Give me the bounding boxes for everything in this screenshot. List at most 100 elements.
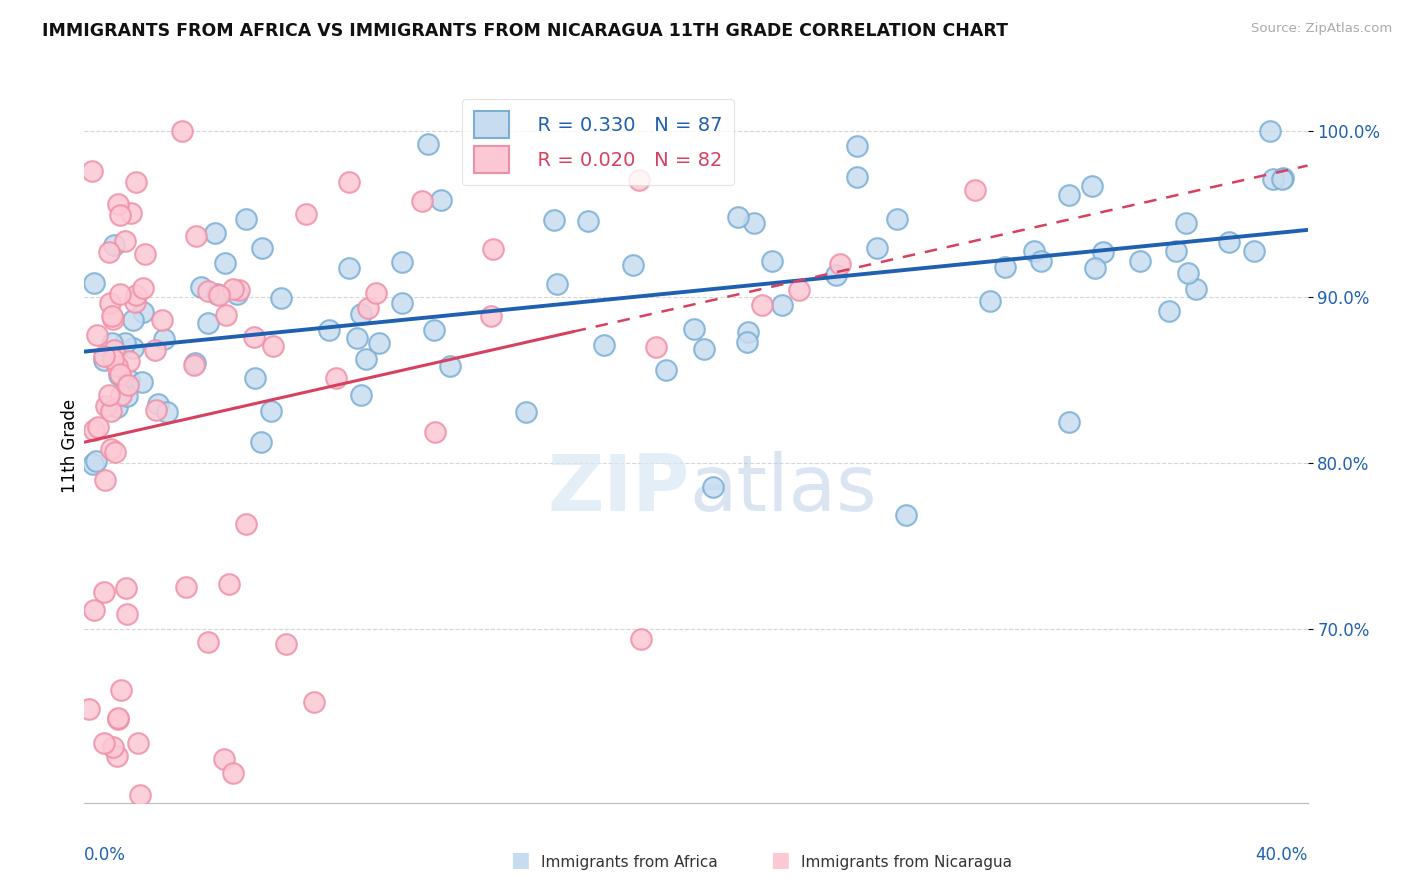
Point	[1243, 244, 1265, 258]
Point	[391, 296, 413, 310]
Point	[115, 607, 138, 621]
Point	[83, 276, 105, 290]
Point	[423, 323, 446, 337]
Text: ZIP: ZIP	[547, 450, 690, 527]
Legend:   R = 0.330   N = 87,   R = 0.020   N = 82: R = 0.330 N = 87, R = 0.020 N = 82	[463, 99, 734, 185]
Point	[131, 376, 153, 390]
Point	[1057, 415, 1080, 429]
Point	[93, 585, 115, 599]
Point	[963, 183, 986, 197]
Point	[86, 328, 108, 343]
Point	[1177, 266, 1199, 280]
Point	[107, 711, 129, 725]
Point	[103, 238, 125, 252]
Point	[118, 353, 141, 368]
Point	[481, 242, 503, 256]
Point	[101, 309, 124, 323]
Point	[742, 216, 765, 230]
Point	[218, 577, 240, 591]
Point	[104, 445, 127, 459]
Point	[1218, 235, 1240, 249]
Point	[118, 373, 141, 387]
Point	[197, 635, 219, 649]
Point	[1272, 170, 1295, 185]
Point	[114, 234, 136, 248]
Point	[994, 260, 1017, 274]
Point	[1091, 245, 1114, 260]
Point	[84, 454, 107, 468]
Point	[170, 124, 193, 138]
Point	[222, 282, 245, 296]
Point	[515, 405, 537, 419]
Point	[366, 286, 388, 301]
Point	[83, 603, 105, 617]
Point	[235, 516, 257, 531]
Text: 0.0%: 0.0%	[84, 846, 127, 863]
Point	[143, 343, 166, 357]
Point	[1271, 171, 1294, 186]
Point	[107, 400, 129, 414]
Point	[107, 712, 129, 726]
Point	[108, 368, 131, 382]
Point	[174, 580, 197, 594]
Point	[543, 213, 565, 227]
Point	[242, 330, 264, 344]
Point	[96, 399, 118, 413]
Point	[735, 334, 758, 349]
Point	[430, 193, 453, 207]
Point	[98, 296, 121, 310]
Point	[1175, 216, 1198, 230]
Point	[235, 212, 257, 227]
Point	[134, 247, 156, 261]
Point	[214, 256, 236, 270]
Point	[205, 286, 228, 301]
Point	[546, 277, 568, 292]
Point	[262, 339, 284, 353]
Point	[751, 298, 773, 312]
Point	[627, 173, 650, 187]
Point	[727, 210, 749, 224]
Point	[122, 341, 145, 355]
Point	[250, 434, 273, 449]
Text: ■: ■	[510, 850, 530, 870]
Point	[184, 356, 207, 370]
Point	[294, 207, 316, 221]
Point	[125, 288, 148, 302]
Point	[354, 352, 377, 367]
Point	[770, 298, 793, 312]
Point	[101, 335, 124, 350]
Point	[1159, 304, 1181, 318]
Point	[197, 317, 219, 331]
Point	[124, 175, 146, 189]
Text: atlas: atlas	[690, 450, 877, 527]
Point	[357, 301, 380, 315]
Point	[79, 702, 101, 716]
Point	[100, 403, 122, 417]
Point	[93, 353, 115, 368]
Point	[845, 139, 868, 153]
Point	[152, 332, 174, 346]
Point	[846, 170, 869, 185]
Point	[737, 325, 759, 339]
Point	[318, 323, 340, 337]
Point	[260, 404, 283, 418]
Point	[830, 257, 852, 271]
Point	[150, 313, 173, 327]
Point	[100, 442, 122, 457]
Point	[212, 752, 235, 766]
Point	[115, 389, 138, 403]
Point	[593, 338, 616, 352]
Point	[1084, 261, 1107, 276]
Point	[221, 766, 243, 780]
Point	[120, 205, 142, 219]
Point	[979, 293, 1001, 308]
Point	[83, 423, 105, 437]
Point	[391, 255, 413, 269]
Point	[87, 419, 110, 434]
Point	[117, 378, 139, 392]
Text: ■: ■	[770, 850, 790, 870]
Text: 40.0%: 40.0%	[1256, 846, 1308, 863]
Point	[645, 340, 668, 354]
Point	[825, 268, 848, 282]
Point	[108, 367, 131, 381]
